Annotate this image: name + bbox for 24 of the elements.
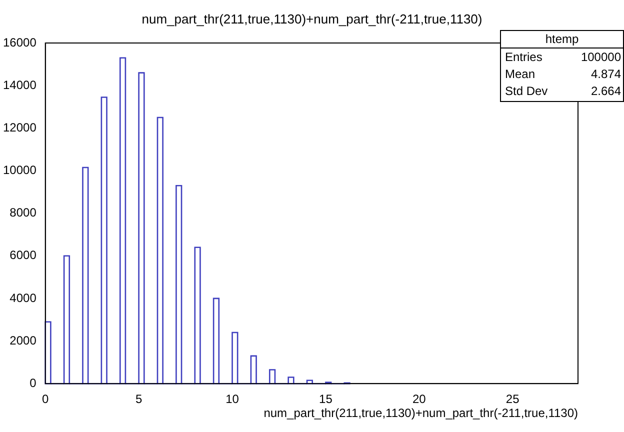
y-tick-label: 12000 xyxy=(2,120,37,134)
x-tick-label: 5 xyxy=(135,392,142,406)
y-tick-label: 2000 xyxy=(10,333,37,348)
x-tick-label: 10 xyxy=(226,392,240,406)
y-tick-label: 10000 xyxy=(2,163,37,178)
y-tick-label: 6000 xyxy=(10,248,37,262)
annotation: htemp xyxy=(545,32,579,46)
x-tick-label: 25 xyxy=(506,392,520,406)
annotation: Entries xyxy=(505,50,542,64)
x-tick-label: 15 xyxy=(319,392,333,406)
x-axis-title: num_part_thr(211,true,1130)+num_part_thr(-211,true,1130) xyxy=(264,406,578,420)
y-tick-label: 8000 xyxy=(10,206,37,220)
text: 2.664 xyxy=(590,84,622,98)
text: 4.874 xyxy=(590,66,622,81)
y-tick-label: 0 xyxy=(30,376,37,390)
chart-title: num_part_thr(211,true,1130)+num_part_thr(-211,true,1130) xyxy=(142,12,482,27)
x-tick-label: 0 xyxy=(42,392,50,406)
x-tick-label: 20 xyxy=(412,392,426,406)
y-tick-label: 16000 xyxy=(2,35,37,50)
text: 100000 xyxy=(580,50,622,64)
y-tick-label: 4000 xyxy=(10,290,37,305)
annotation: Std Dev xyxy=(505,84,548,98)
annotation: Mean xyxy=(505,66,536,81)
y-tick-label: 14000 xyxy=(2,78,37,92)
